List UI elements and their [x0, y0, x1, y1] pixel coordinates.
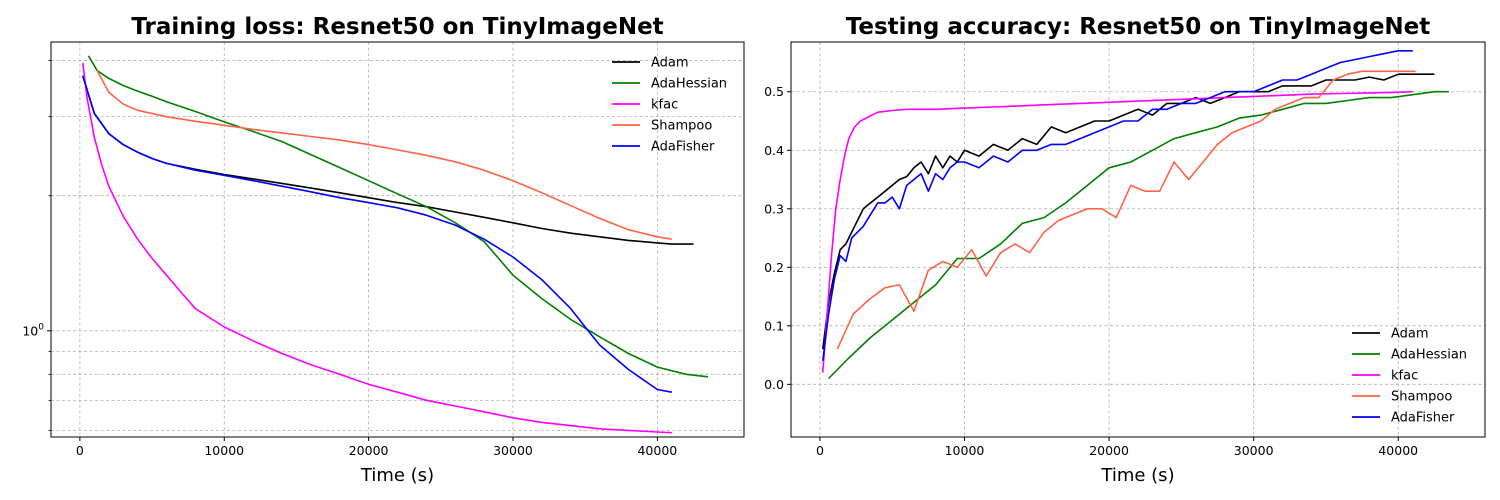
legend: Adam AdaHessian kfac Shampoo AdaFisher — [1352, 327, 1467, 426]
series-line-adam — [822, 73, 1435, 350]
series-group — [82, 55, 708, 434]
series-group — [822, 50, 1449, 380]
series-line-adafisher — [822, 50, 1413, 361]
series-line-adafisher — [82, 75, 672, 393]
legend-item-adafisher: AdaFisher — [612, 140, 715, 155]
y-tick-label: 0.1 — [764, 318, 784, 333]
panel-1: 0 10000 20000 30000 40000 100 Training loss: R… — [22, 14, 745, 486]
x-axis-label: Time (s) — [360, 465, 434, 486]
x-tick-label: 10000 — [945, 443, 985, 458]
x-tick-label: 30000 — [493, 443, 533, 458]
series-line-shampoo — [836, 70, 1416, 350]
legend-label: kfac — [1391, 369, 1418, 384]
legend-label: kfac — [651, 98, 678, 113]
x-tick-label: 10000 — [204, 443, 244, 458]
series-line-shampoo — [96, 70, 672, 240]
legend-item-kfac: kfac — [612, 98, 678, 113]
legend-item-shampoo: Shampoo — [1352, 390, 1452, 405]
legend-item-adahessian: AdaHessian — [612, 77, 727, 92]
x-tick-label: 0 — [816, 443, 824, 458]
legend-label: Adam — [1391, 327, 1429, 342]
legend-item-adafisher: AdaFisher — [1352, 411, 1455, 426]
x-tick-label: 30000 — [1234, 443, 1274, 458]
legend-label: AdaHessian — [1391, 348, 1467, 363]
legend-item-shampoo: Shampoo — [612, 119, 712, 134]
y-tick-label: 100 — [22, 322, 44, 338]
y-tick-label: 0.5 — [764, 84, 784, 99]
legend-item-adahessian: AdaHessian — [1352, 348, 1467, 363]
series-line-kfac — [82, 62, 672, 434]
x-tick-label: 0 — [76, 443, 84, 458]
legend: Adam AdaHessian kfac Shampoo AdaFisher — [612, 56, 727, 155]
chart-title: Training loss: Resnet50 on TinyImageNet — [131, 14, 663, 40]
series-line-adahessian — [828, 90, 1449, 380]
x-tick-label: 40000 — [1378, 443, 1418, 458]
legend-item-kfac: kfac — [1352, 369, 1418, 384]
legend-label: Adam — [651, 56, 689, 71]
x-tick-label: 40000 — [637, 443, 677, 458]
y-tick-label: 0.4 — [764, 143, 784, 158]
panel-2: 0 10000 20000 30000 40000 0.0 0.1 0.2 0.3 0.4 0.5 T… — [764, 14, 1486, 486]
legend-item-adam: Adam — [612, 56, 689, 71]
legend-label: AdaFisher — [1391, 411, 1455, 426]
plot-frame — [790, 41, 1486, 438]
grid — [791, 42, 1485, 437]
legend-label: AdaHessian — [651, 77, 727, 92]
x-axis-label: Time (s) — [1100, 465, 1174, 486]
y-tick-label: 0.2 — [764, 260, 784, 275]
legend-label: Shampoo — [651, 119, 712, 134]
chart-title: Testing accuracy: Resnet50 on TinyImageN… — [846, 14, 1431, 40]
y-tick-label: 0.3 — [764, 201, 784, 216]
legend-label: AdaFisher — [651, 140, 715, 155]
legend-item-adam: Adam — [1352, 327, 1429, 342]
series-line-kfac — [822, 90, 1413, 373]
x-tick-label: 20000 — [1089, 443, 1129, 458]
series-line-adahessian — [87, 55, 708, 378]
plot-frame — [50, 41, 745, 438]
x-tick-label: 20000 — [349, 443, 389, 458]
y-tick-label: 0.0 — [764, 377, 784, 392]
legend-label: Shampoo — [1391, 390, 1452, 405]
